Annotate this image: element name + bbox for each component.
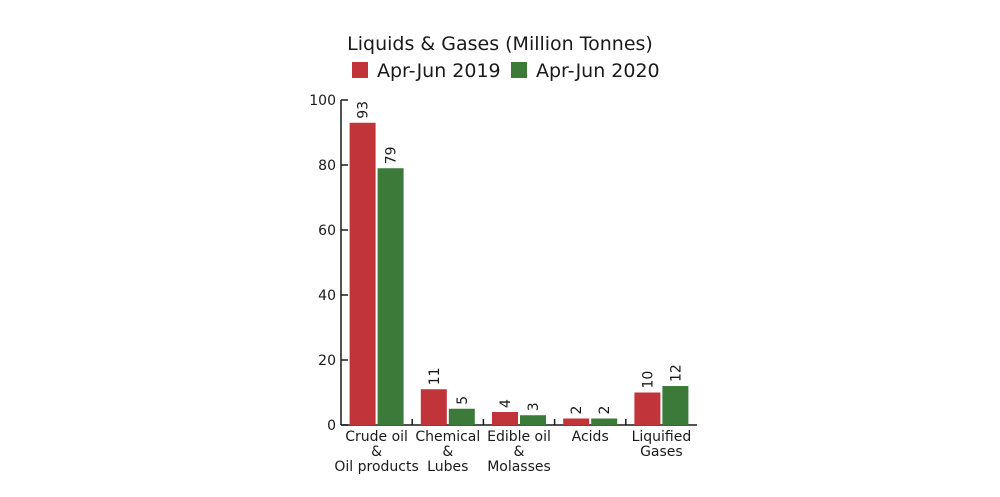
x-category-label-line: Acids xyxy=(572,429,609,445)
x-category-label-line: Edible oil xyxy=(487,429,551,445)
x-category-label-line: Chemical xyxy=(415,429,480,445)
data-label: 79 xyxy=(384,146,400,164)
data-label: 11 xyxy=(427,367,443,385)
y-tick-label: 40 xyxy=(318,288,336,304)
bar xyxy=(420,389,447,425)
legend-swatch xyxy=(511,62,527,78)
legend: Apr-Jun 2019 Apr-Jun 2020 xyxy=(352,60,660,82)
bar xyxy=(634,392,661,425)
bar xyxy=(448,408,475,425)
data-label: 2 xyxy=(597,406,613,415)
y-tick-label: 60 xyxy=(318,223,336,239)
x-category-label-line: & xyxy=(514,444,525,460)
y-axis: 0 20 40 60 80 100 xyxy=(309,93,348,434)
data-label: 4 xyxy=(498,399,514,408)
bar xyxy=(492,412,518,425)
x-category-label: Acids xyxy=(572,429,609,445)
bars xyxy=(349,122,689,425)
x-category-label-line: Lubes xyxy=(427,459,468,475)
legend-item-1: Apr-Jun 2019 xyxy=(352,60,501,82)
x-category-label-line: & xyxy=(442,444,453,460)
data-label: 10 xyxy=(640,371,656,389)
y-tick-label: 0 xyxy=(327,418,336,434)
x-category-label-line: Liquified xyxy=(632,429,692,445)
y-tick-label: 80 xyxy=(318,158,336,174)
x-category-label-line: & xyxy=(371,444,382,460)
data-label: 3 xyxy=(526,402,542,411)
x-category-label: Crude oil & Oil products xyxy=(334,429,418,475)
y-tick-label: 20 xyxy=(318,353,336,369)
legend-item-2: Apr-Jun 2020 xyxy=(511,60,660,82)
x-category-label: Chemical & Lubes xyxy=(415,429,480,475)
legend-label: Apr-Jun 2020 xyxy=(536,60,660,82)
x-category-label: Liquified Gases xyxy=(632,429,692,460)
data-label: 5 xyxy=(455,396,471,405)
data-label: 12 xyxy=(668,364,684,382)
bar xyxy=(591,418,618,425)
bar xyxy=(563,418,590,425)
chart-title: Liquids & Gases (Million Tonnes) xyxy=(347,33,653,55)
data-labels: 93 79 11 5 4 3 2 2 10 12 xyxy=(356,101,685,415)
y-tick-label: 100 xyxy=(309,93,336,109)
data-label: 2 xyxy=(569,406,585,415)
legend-swatch xyxy=(352,62,368,78)
data-label: 93 xyxy=(356,101,372,119)
bar xyxy=(520,415,546,425)
x-category-label-line: Crude oil xyxy=(345,429,408,445)
bar xyxy=(349,122,376,425)
legend-label: Apr-Jun 2019 xyxy=(377,60,501,82)
x-category-label-line: Gases xyxy=(640,444,683,460)
x-category-label-line: Molasses xyxy=(487,459,551,475)
x-category-label: Edible oil & Molasses xyxy=(487,429,551,475)
bar xyxy=(662,386,689,425)
bar xyxy=(377,168,404,425)
x-category-label-line: Oil products xyxy=(334,459,418,475)
